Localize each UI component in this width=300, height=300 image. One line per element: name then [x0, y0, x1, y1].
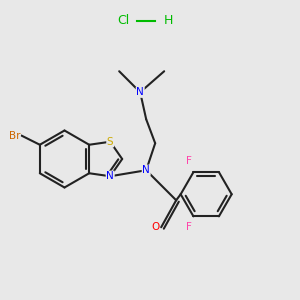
Text: H: H [163, 14, 173, 28]
Text: N: N [106, 171, 114, 181]
Text: S: S [107, 137, 113, 147]
Text: O: O [151, 222, 159, 232]
Text: F: F [186, 156, 192, 167]
Text: Cl: Cl [117, 14, 129, 28]
Text: N: N [142, 165, 150, 175]
Text: Br: Br [9, 131, 20, 141]
Text: N: N [136, 87, 144, 97]
Text: F: F [186, 222, 192, 232]
